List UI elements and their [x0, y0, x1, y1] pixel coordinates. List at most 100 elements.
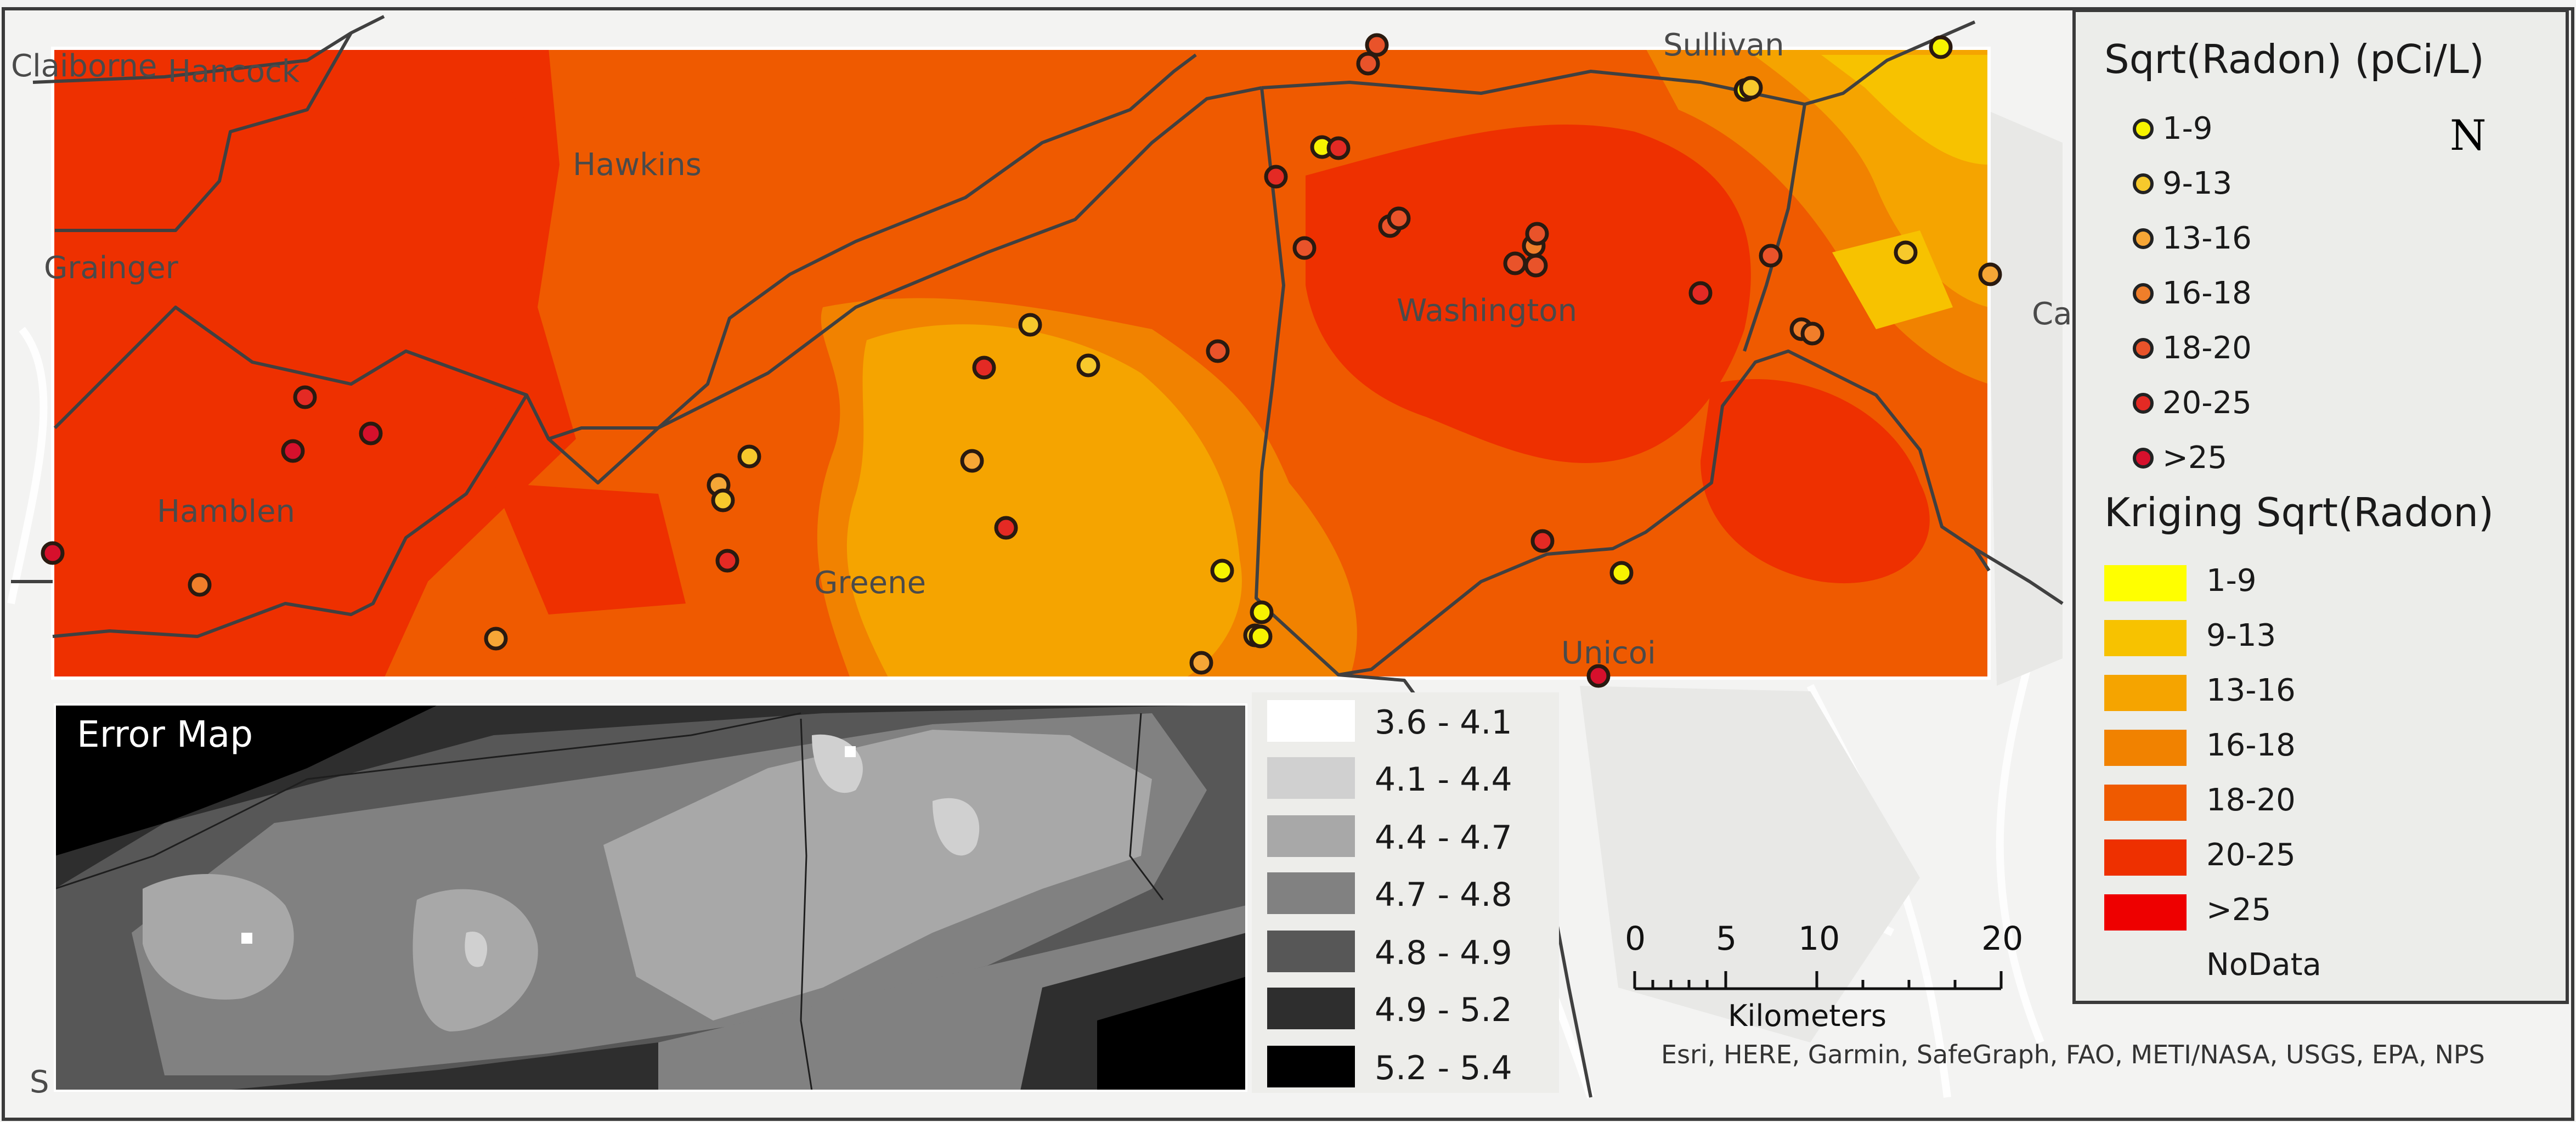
error-class-label: 4.8 - 4.9 [1375, 934, 1512, 972]
sample-point [1365, 33, 1389, 57]
error-map-inset [55, 704, 1246, 1091]
error-class-label: 4.1 - 4.4 [1375, 760, 1512, 799]
sample-point [1688, 281, 1713, 305]
points-legend-item: 16-18 [2076, 271, 2566, 320]
point-class-label: 16-18 [2162, 275, 2252, 311]
point-swatch [2133, 228, 2154, 249]
figure-border [2, 7, 2574, 1121]
error-map-frame [54, 703, 1247, 1092]
county-label-sevier-partial: S [30, 1064, 49, 1100]
sample-point [1292, 236, 1317, 260]
kriging-class-label: 1-9 [2206, 563, 2257, 599]
county-label-greene: Greene [814, 565, 927, 601]
error-swatch [1267, 988, 1355, 1029]
kriging-swatch [2104, 675, 2187, 711]
error-legend-item: 3.6 - 4.1 [1267, 700, 1563, 749]
map-attribution: Esri, HERE, Garmin, SafeGraph, FAO, METI… [1661, 1040, 2485, 1069]
scale-tick-label: 10 [1798, 920, 1840, 958]
error-swatch [1267, 757, 1355, 799]
north-arrow-label: N [2450, 111, 2487, 160]
sample-point [1206, 339, 1230, 363]
error-swatch [1267, 1046, 1355, 1087]
error-legend-item: 4.7 - 4.8 [1267, 872, 1563, 922]
error-map-title: Error Map [77, 713, 253, 755]
kriging-class-label: 16-18 [2206, 728, 2296, 763]
point-swatch [2133, 283, 2154, 304]
kriging-legend-item: 18-20 [2076, 777, 2566, 826]
scale-tick-label: 5 [1716, 920, 1737, 958]
error-legend-item: 5.2 - 5.4 [1267, 1046, 1563, 1095]
sample-point [1759, 244, 1783, 268]
sample-point [715, 549, 739, 573]
county-label-unicoi: Unicoi [1561, 635, 1656, 671]
county-label-hancock: Hancock [168, 54, 300, 89]
points-legend-title: Sqrt(Radon) (pCi/L) [2104, 36, 2484, 82]
sample-point [1326, 136, 1351, 160]
sample-point [1524, 253, 1548, 278]
kriging-swatch [2104, 839, 2187, 876]
scale-tick-label: 20 [1981, 920, 2024, 958]
error-swatch [1267, 700, 1355, 742]
scale-tick-label: 0 [1625, 920, 1646, 958]
points-legend-item: 18-20 [2076, 326, 2566, 375]
sample-point [1250, 600, 1274, 624]
point-swatch [2133, 448, 2154, 469]
sample-point [1739, 76, 1763, 100]
sample-point [1978, 262, 2002, 286]
kriging-legend-item: 20-25 [2076, 832, 2566, 881]
point-swatch [2133, 173, 2154, 194]
kriging-legend-item: 9-13 [2076, 612, 2566, 662]
kriging-legend-item: 13-16 [2076, 667, 2566, 717]
points-legend-item: >25 [2076, 436, 2566, 485]
nodata-label: NoData [2206, 947, 2321, 983]
point-class-label: 18-20 [2162, 330, 2252, 366]
error-swatch [1267, 872, 1355, 914]
kriging-swatch [2104, 785, 2187, 821]
kriging-class-label: 9-13 [2206, 618, 2276, 653]
sample-points [41, 33, 2002, 688]
kriging-class-label: 18-20 [2206, 782, 2296, 818]
sample-point [1210, 559, 1234, 583]
kriging-legend-item: >25 [2076, 887, 2566, 936]
error-class-label: 4.7 - 4.8 [1375, 876, 1512, 914]
point-class-label: >25 [2162, 440, 2228, 476]
county-label-hamblen: Hamblen [157, 494, 296, 529]
sample-point [972, 356, 996, 380]
points-legend-item: 9-13 [2076, 161, 2566, 211]
kriging-class-label: 13-16 [2206, 673, 2296, 708]
sample-point [1076, 353, 1100, 377]
sample-point [1530, 529, 1555, 553]
sample-point [484, 627, 508, 651]
kriging-swatch [2104, 730, 2187, 766]
point-class-label: 1-9 [2162, 111, 2213, 146]
kriging-class-label: >25 [2206, 892, 2272, 928]
kriging-legend-title: Kriging Sqrt(Radon) [2104, 489, 2494, 535]
sample-point [737, 444, 761, 469]
county-label-washington: Washington [1397, 293, 1578, 329]
point-class-label: 9-13 [2162, 166, 2233, 201]
scale-bar [1633, 971, 2003, 990]
kriging-legend-nodata: NoData [2076, 941, 2566, 991]
sample-point [1018, 313, 1042, 337]
sample-point [1189, 651, 1213, 675]
sample-point [1356, 52, 1380, 76]
county-label-carter-partial: Ca [2032, 296, 2072, 332]
county-label-grainger: Grainger [44, 250, 178, 286]
sample-point [188, 573, 212, 597]
sample-point [1894, 240, 1918, 264]
points-legend-item: 1-9 [2076, 106, 2566, 156]
sample-point [994, 516, 1018, 540]
sample-point [960, 449, 984, 473]
sample-point [1264, 165, 1288, 189]
sample-point [1387, 206, 1411, 230]
error-class-label: 4.4 - 4.7 [1375, 819, 1512, 857]
point-swatch [2133, 119, 2154, 139]
error-legend-item: 4.8 - 4.9 [1267, 931, 1563, 980]
error-legend-item: 4.4 - 4.7 [1267, 815, 1563, 865]
sample-point [711, 488, 735, 512]
kriging-surface [53, 48, 1989, 678]
sample-point [1249, 624, 1273, 649]
sample-point [1800, 322, 1824, 346]
kriging-swatch [2104, 620, 2187, 656]
error-class-label: 4.9 - 5.2 [1375, 991, 1512, 1029]
